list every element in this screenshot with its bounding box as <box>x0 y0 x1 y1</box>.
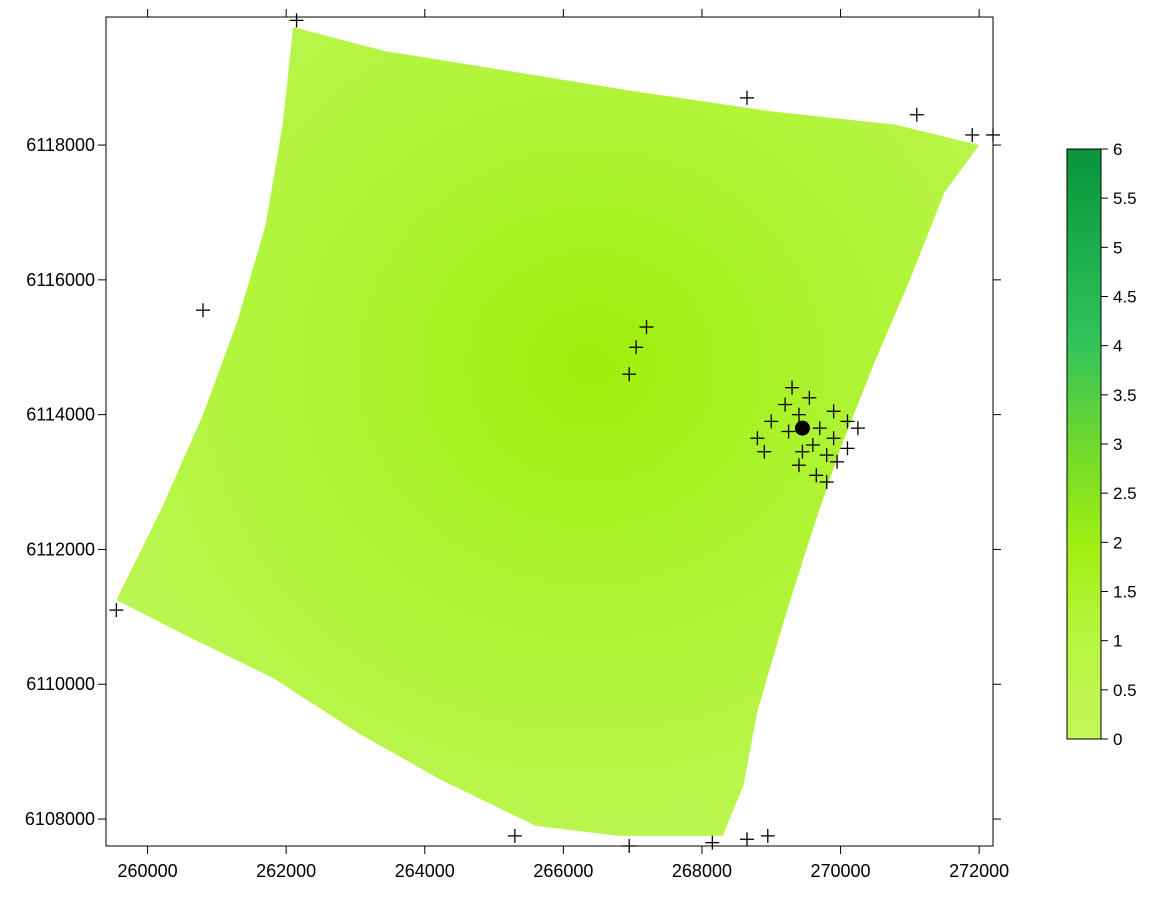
colorbar-tick-label: 1.5 <box>1113 583 1137 602</box>
plot-border <box>105 16 994 847</box>
interpolated-surface <box>116 27 980 836</box>
sample-point-marker <box>781 424 796 439</box>
sample-point-marker <box>705 835 720 850</box>
y-tick-label: 6108000 <box>25 809 95 829</box>
sample-point-marker <box>840 414 855 429</box>
x-tick-label: 272000 <box>949 861 1009 881</box>
sample-points <box>109 13 1000 853</box>
colorbar-tick-label: 5 <box>1113 238 1122 257</box>
colorbar-tick-label: 6 <box>1113 140 1122 159</box>
sample-point-marker <box>826 431 841 446</box>
sample-point-marker <box>639 320 654 335</box>
sample-point-marker <box>812 421 827 436</box>
colorbar-tick-label: 0.5 <box>1113 681 1137 700</box>
colorbar-tick-label: 2 <box>1113 533 1122 552</box>
sample-point-marker <box>289 13 304 28</box>
sample-point-marker <box>109 603 124 618</box>
surface-layer <box>116 27 980 836</box>
colorbar-tick-label: 3 <box>1113 435 1122 454</box>
sample-point-marker <box>760 828 775 843</box>
sample-point-marker <box>622 839 637 853</box>
sample-point-marker <box>739 832 754 847</box>
x-tick-label: 260000 <box>118 861 178 881</box>
colorbar-tick-label: 0 <box>1113 730 1122 749</box>
sample-point-marker <box>750 431 765 446</box>
sample-point-marker <box>622 367 637 382</box>
sample-point-marker <box>830 454 845 469</box>
sample-point-marker <box>507 828 522 843</box>
map-frame: 260000 262000 264000 266000 268000 270000 2720… <box>25 9 1009 881</box>
colorbar-scale <box>1066 148 1102 740</box>
sample-point-marker <box>764 414 779 429</box>
sample-point-marker <box>778 397 793 412</box>
highlight-point <box>794 420 810 436</box>
x-tick-label: 266000 <box>533 861 593 881</box>
x-tick-label: 270000 <box>811 861 871 881</box>
sample-point-marker <box>909 107 924 122</box>
colorbar-tick-label: 1 <box>1113 632 1122 651</box>
sample-point-marker <box>795 444 810 459</box>
sample-point-marker <box>805 437 820 452</box>
colorbar-tick-label: 4 <box>1113 337 1122 356</box>
sample-point-marker <box>819 475 834 490</box>
y-tick-label: 6110000 <box>26 674 95 694</box>
sample-point-marker <box>850 421 865 436</box>
y-tick-label: 6114000 <box>26 405 95 425</box>
x-tick-label: 262000 <box>256 861 316 881</box>
x-tick-label: 264000 <box>395 861 455 881</box>
sample-point-marker <box>809 468 824 483</box>
sample-point-marker <box>785 380 800 395</box>
sample-point-marker <box>629 340 644 355</box>
sample-point-marker <box>802 390 817 405</box>
sample-point-marker <box>965 127 980 142</box>
sample-point-marker <box>739 90 754 105</box>
y-tick-label: 6116000 <box>26 270 95 290</box>
sample-point-marker <box>791 407 806 422</box>
colorbar-tick-label: 5.5 <box>1113 189 1137 208</box>
y-tick-label: 6112000 <box>26 539 95 559</box>
sample-point-marker <box>826 404 841 419</box>
sample-point-marker <box>819 448 834 463</box>
sample-point-marker <box>196 303 211 318</box>
colorbar-tick-label: 3.5 <box>1113 386 1137 405</box>
sample-point-marker <box>757 444 772 459</box>
sample-point-marker <box>791 458 806 473</box>
colorbar-tick-label: 2.5 <box>1113 484 1137 503</box>
colorbar: 0 0.5 1 1.5 2 2.5 3 3.5 4 4.5 5 5.5 6 <box>1066 140 1137 749</box>
sample-point-marker <box>840 441 855 456</box>
sample-point-marker <box>986 127 1000 142</box>
x-tick-label: 268000 <box>672 861 732 881</box>
colorbar-tick-label: 4.5 <box>1113 288 1137 307</box>
y-tick-label: 6118000 <box>26 135 95 155</box>
